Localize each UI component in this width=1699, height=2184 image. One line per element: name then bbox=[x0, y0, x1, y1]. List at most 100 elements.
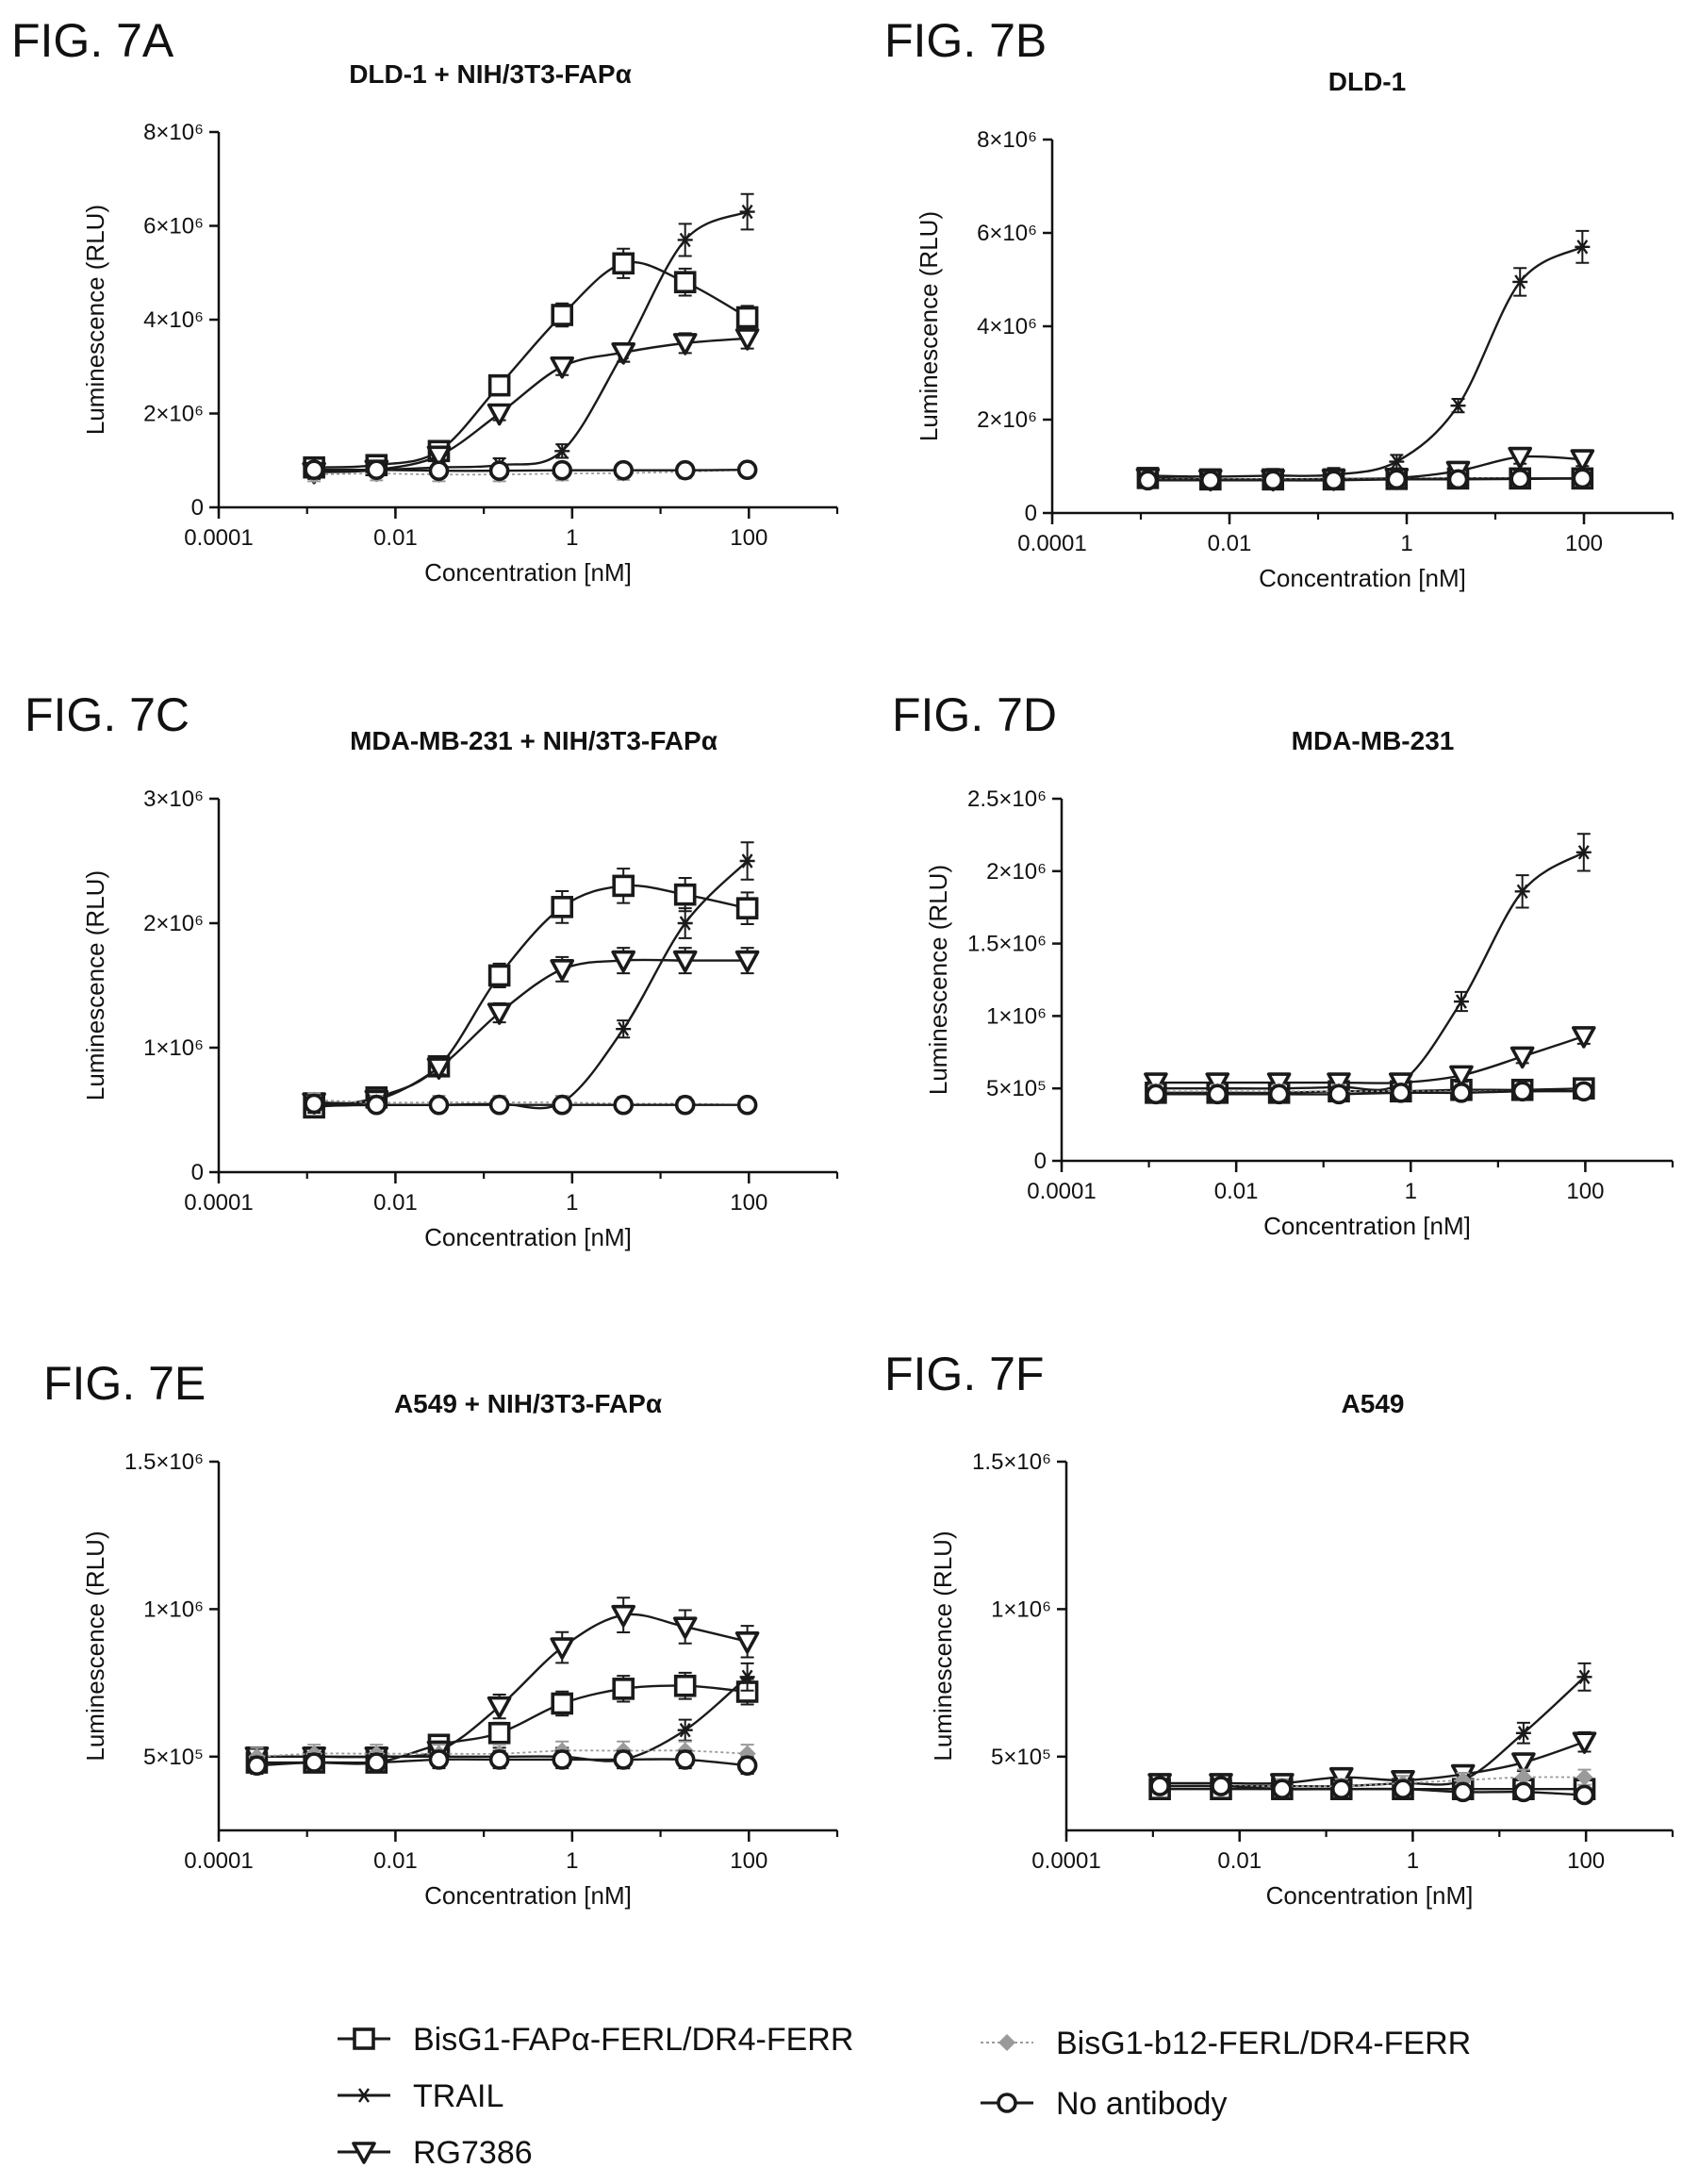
legend-entry: BisG1-b12-FERL/DR4-FERR bbox=[981, 2026, 1471, 2061]
series-circle bbox=[1146, 1081, 1594, 1105]
data-point bbox=[487, 1002, 512, 1025]
data-point bbox=[1450, 398, 1466, 413]
data-point bbox=[739, 853, 755, 869]
y-tick-label: 1.5×10⁶ bbox=[972, 1449, 1051, 1475]
y-tick-label: 6×10⁶ bbox=[977, 221, 1037, 246]
data-point bbox=[672, 950, 698, 973]
legend-label: RG7386 bbox=[413, 2135, 533, 2171]
chart-title: MDA-MB-231 bbox=[1292, 726, 1455, 755]
data-point bbox=[734, 1631, 760, 1654]
chart-title: DLD-1 bbox=[1328, 67, 1406, 96]
data-point bbox=[304, 1752, 324, 1773]
data-point bbox=[612, 252, 635, 275]
y-tick-label: 3×10⁶ bbox=[143, 786, 204, 812]
y-tick-label: 2×10⁶ bbox=[143, 911, 204, 936]
data-point bbox=[1575, 845, 1592, 860]
chart-title: MDA-MB-231 + NIH/3T3-FAPα bbox=[350, 726, 718, 755]
data-point bbox=[1574, 1784, 1595, 1806]
legend-marker bbox=[352, 2142, 376, 2164]
x-tick-label: 0.01 bbox=[373, 525, 418, 551]
data-point bbox=[1453, 994, 1469, 1009]
y-tick-label: 1×10⁶ bbox=[143, 1035, 204, 1061]
data-point bbox=[612, 874, 635, 898]
data-point bbox=[1449, 1065, 1474, 1088]
y-tick-label: 5×10⁵ bbox=[991, 1745, 1051, 1770]
data-point bbox=[1514, 884, 1530, 900]
legend-label: BisG1-FAPα-FERL/DR4-FERR bbox=[413, 2022, 853, 2058]
data-point bbox=[1200, 470, 1221, 491]
data-point bbox=[674, 1094, 696, 1116]
chart-panel-1: FIG. 7A DLD-1 + NIH/3T3-FAPα 0 2×10⁶ 4×10⁶ 6×… bbox=[11, 14, 839, 587]
figure-label: FIG. 7C bbox=[25, 688, 190, 741]
data-point bbox=[1262, 470, 1283, 491]
data-point bbox=[1573, 1081, 1594, 1102]
x-axis-label: Concentration [nM] bbox=[1259, 564, 1466, 592]
legend-marker bbox=[353, 2027, 375, 2050]
y-tick-label: 0 bbox=[191, 1160, 204, 1185]
data-point bbox=[1513, 1781, 1534, 1803]
y-axis-label: Luminescence (RLU) bbox=[81, 1530, 109, 1761]
y-tick-label: 2×10⁶ bbox=[986, 859, 1047, 885]
y-tick-label: 1.5×10⁶ bbox=[124, 1449, 204, 1475]
chart-title: DLD-1 + NIH/3T3-FAPα bbox=[349, 59, 632, 89]
y-tick-label: 4×10⁶ bbox=[143, 307, 204, 333]
y-axis-label: Luminescence (RLU) bbox=[915, 211, 943, 441]
data-point bbox=[487, 373, 511, 397]
series-line bbox=[1155, 851, 1585, 1092]
data-point bbox=[550, 1637, 575, 1660]
data-point bbox=[673, 1674, 697, 1697]
x-axis-label: Concentration [nM] bbox=[424, 1881, 632, 1910]
y-tick-label: 5×10⁵ bbox=[143, 1745, 204, 1770]
data-point bbox=[426, 445, 452, 469]
y-tick-label: 2×10⁶ bbox=[143, 402, 204, 427]
y-tick-label: 1.5×10⁶ bbox=[967, 932, 1047, 957]
data-point bbox=[487, 964, 511, 987]
data-point bbox=[735, 306, 759, 329]
series-square bbox=[303, 247, 759, 479]
data-point bbox=[1572, 468, 1593, 489]
x-tick-label: 0.0001 bbox=[184, 1190, 253, 1216]
legend-marker bbox=[998, 2033, 1016, 2052]
x-tick-label: 0.01 bbox=[1217, 1848, 1262, 1874]
data-point bbox=[1508, 446, 1532, 470]
x-tick-label: 100 bbox=[1566, 1179, 1604, 1204]
data-point bbox=[739, 1669, 755, 1685]
data-point bbox=[612, 1678, 635, 1700]
data-point bbox=[613, 1094, 634, 1116]
y-axis-label: Luminescence (RLU) bbox=[924, 865, 952, 1095]
figure-label: FIG. 7E bbox=[43, 1357, 206, 1410]
chart-panel-2: FIG. 7B DLD-1 0 2×10⁶ 4×10⁶ 6×10⁶ 8×10⁶ 0.0001 0… bbox=[884, 14, 1674, 592]
data-point bbox=[366, 459, 388, 481]
legend-entry: RG7386 bbox=[338, 2135, 533, 2171]
data-point bbox=[366, 1752, 388, 1773]
data-point bbox=[739, 204, 755, 220]
data-point bbox=[428, 1094, 450, 1116]
data-point bbox=[366, 1094, 388, 1116]
data-point bbox=[1509, 469, 1531, 489]
data-point bbox=[1393, 1779, 1413, 1800]
data-point bbox=[551, 896, 574, 918]
data-point bbox=[1268, 1084, 1290, 1105]
data-point bbox=[1137, 470, 1159, 491]
data-point bbox=[488, 1094, 510, 1116]
x-tick-label: 0.0001 bbox=[1017, 531, 1086, 556]
x-axis-label: Concentration [nM] bbox=[424, 1223, 632, 1251]
x-tick-label: 0.0001 bbox=[1027, 1179, 1096, 1204]
y-tick-label: 2×10⁶ bbox=[977, 407, 1037, 433]
data-point bbox=[616, 1021, 632, 1036]
data-point bbox=[551, 1692, 574, 1715]
series-circle bbox=[1149, 1776, 1595, 1806]
x-tick-label: 1 bbox=[1405, 1179, 1417, 1204]
data-point bbox=[736, 459, 758, 481]
y-tick-label: 1×10⁶ bbox=[986, 1003, 1047, 1029]
data-point bbox=[613, 459, 634, 481]
series-triangle bbox=[1144, 1026, 1596, 1095]
y-axis-label: Luminescence (RLU) bbox=[81, 870, 109, 1100]
legend-marker bbox=[356, 2088, 371, 2103]
x-axis-label: Concentration [nM] bbox=[1263, 1212, 1471, 1240]
data-point bbox=[736, 1755, 758, 1776]
data-point bbox=[552, 459, 573, 481]
legend-label: TRAIL bbox=[413, 2078, 503, 2114]
data-point bbox=[1386, 469, 1408, 490]
series-line bbox=[314, 958, 748, 1105]
